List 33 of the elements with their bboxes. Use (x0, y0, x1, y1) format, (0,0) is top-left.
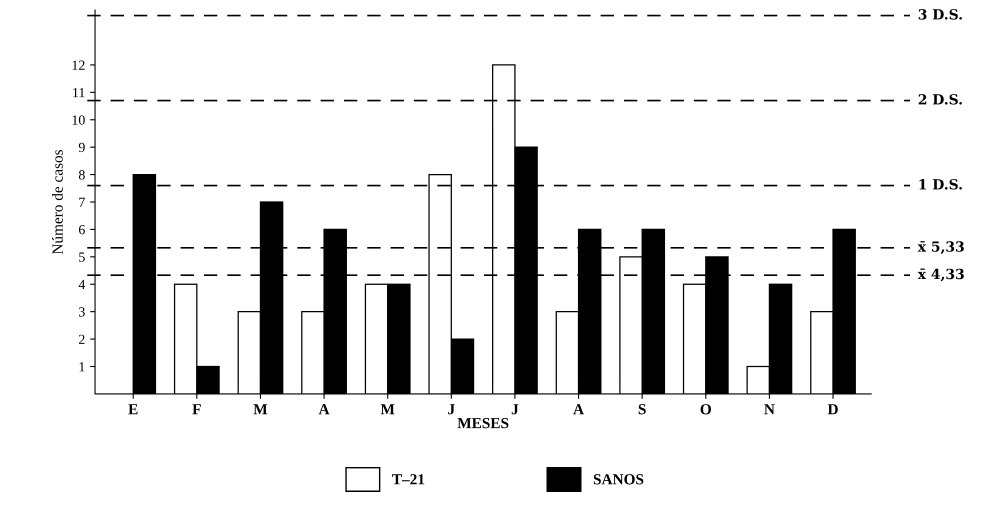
x-tick-label: F (192, 404, 201, 414)
y-tick-label: 5 (79, 252, 85, 262)
x-tick-label: J (512, 404, 518, 414)
x-tick-label: M (380, 404, 394, 414)
y-axis-title: Número de casos (52, 150, 63, 254)
ref-line-label: x̄ 4,33 (918, 268, 964, 282)
y-tick-label: 10 (72, 115, 85, 125)
ref-line-label: 3 D.S. (918, 9, 962, 20)
legend-label: SANOS (594, 474, 644, 484)
x-tick-label: E (128, 404, 138, 414)
x-tick-label: J (448, 404, 455, 414)
ref-line-label: 2 D.S. (918, 94, 962, 105)
y-tick-label: 2 (78, 334, 85, 344)
y-tick-label: 7 (79, 198, 85, 207)
y-tick-label: 8 (78, 170, 85, 180)
x-tick-label: O (700, 404, 711, 414)
y-tick-label: 11 (73, 88, 84, 98)
y-tick-label: 1 (80, 362, 84, 372)
y-tick-label: 3 (79, 307, 85, 317)
x-tick-label: M (254, 404, 268, 414)
x-tick-label: D (828, 404, 838, 414)
x-axis-title: MESES (457, 418, 508, 428)
legend-label: T–21 (392, 474, 424, 484)
x-tick-label: A (318, 404, 330, 414)
x-tick-label: N (764, 404, 775, 414)
y-tick-label: 6 (78, 225, 85, 234)
y-tick-label: 9 (78, 142, 85, 152)
y-tick-label: 4 (78, 280, 86, 290)
x-tick-label: S (638, 404, 646, 414)
ref-line-label: x̄ 5,33 (918, 241, 964, 254)
y-tick-label: 12 (72, 60, 85, 70)
x-tick-label: A (573, 404, 584, 414)
ref-line-label: 1 D.S. (919, 179, 962, 190)
